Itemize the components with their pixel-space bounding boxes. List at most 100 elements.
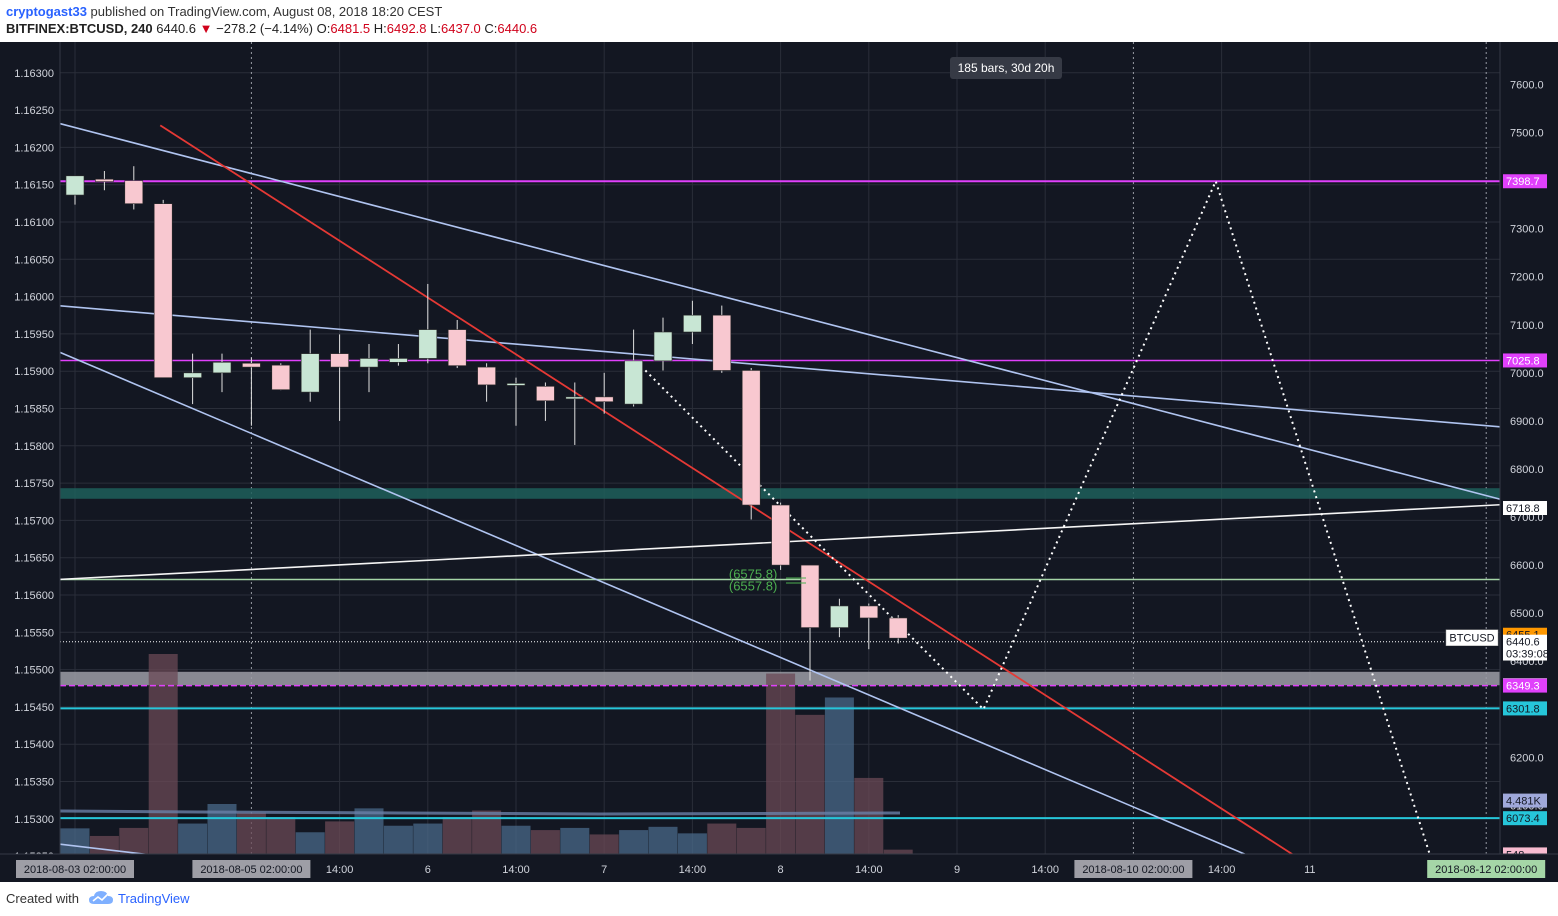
price-tag-label[interactable]: 6718.8 — [1506, 503, 1540, 515]
time-label[interactable]: 2018-08-12 02:00:00 — [1435, 864, 1537, 876]
volume-bar — [560, 827, 590, 854]
chart-header: cryptogast33 published on TradingView.co… — [0, 0, 1558, 42]
price-tag-label[interactable]: 7398.7 — [1506, 176, 1540, 188]
left-tick-label: 1.16300 — [14, 68, 54, 80]
volume-bar — [413, 823, 443, 854]
time-label-box[interactable] — [192, 860, 311, 878]
price-tag-label[interactable]: 6440.6 — [1506, 637, 1540, 649]
levels-layer — [60, 180, 1500, 820]
time-label: 14:00 — [502, 864, 530, 876]
time-axis[interactable]: 2018-08-03 02:00:00 2018-08-05 02:00:00 14… — [0, 853, 1558, 882]
volume-ma-line — [60, 809, 901, 816]
tradingview-link[interactable]: TradingView — [118, 891, 190, 906]
bear-candle — [594, 396, 614, 402]
price-tag-box[interactable] — [1503, 811, 1547, 826]
time-label-box[interactable] — [1427, 860, 1546, 878]
bull-candle — [653, 331, 673, 362]
bear-candle — [712, 314, 732, 371]
price-annotation: (6575.8) — [729, 567, 777, 582]
time-label: 9 — [954, 864, 960, 876]
ohlc-line: BITFINEX:BTCUSD, 240 6440.6 ▼ −278.2 (−4… — [6, 21, 537, 36]
bear-candle — [95, 178, 114, 182]
price-annotation: (6557.8) — [729, 579, 777, 594]
price-tag-label[interactable]: 6301.8 — [1506, 703, 1540, 715]
time-label-box[interactable] — [16, 860, 134, 878]
candlestick-chart[interactable]: (6575.8)(6557.8) 1.163001.162501.162001.… — [0, 42, 1558, 882]
time-label[interactable]: 2018-08-10 02:00:00 — [1082, 864, 1184, 876]
left-tick-label: 1.15550 — [14, 627, 54, 639]
bear-candle — [859, 605, 879, 619]
price-tag-box[interactable] — [1503, 793, 1547, 808]
price-tag-label[interactable]: 6349.3 — [1506, 681, 1540, 693]
channel-trendline[interactable] — [57, 351, 1271, 865]
right-tick-label: 7100.0 — [1510, 320, 1544, 332]
right-tick-label: 7600.0 — [1510, 80, 1544, 92]
volume-bar — [854, 777, 884, 854]
time-label: 14:00 — [1208, 864, 1236, 876]
time-label-box[interactable] — [1074, 860, 1193, 878]
volume-bar — [472, 810, 502, 854]
close-value: 6440.6 — [497, 21, 538, 36]
symbol-tag-box[interactable] — [1445, 629, 1499, 646]
high-value: 6492.8 — [386, 21, 427, 36]
publish-line: cryptogast33 published on TradingView.co… — [6, 4, 442, 19]
author-link[interactable]: cryptogast33 — [6, 4, 87, 19]
left-tick-label: 1.15500 — [14, 665, 54, 677]
right-tick-label: 6600.0 — [1510, 560, 1544, 572]
trendlines-layer[interactable] — [57, 122, 1503, 866]
volume-bar — [824, 697, 854, 854]
volume-bar — [795, 714, 825, 854]
bull-candle — [506, 383, 526, 386]
channel-trendline[interactable] — [57, 304, 1503, 428]
volume-bar — [883, 849, 913, 854]
right-tick-label: 7300.0 — [1510, 224, 1544, 236]
bull-candle — [300, 353, 320, 393]
symbol-tag-label[interactable]: BTCUSD — [1449, 633, 1494, 645]
left-tick-label: 1.15950 — [14, 329, 54, 341]
chart-footer: Created with TradingView — [0, 882, 1558, 916]
price-tag-label[interactable]: 4.481K — [1506, 796, 1542, 808]
annotations-layer: (6575.8)(6557.8) — [729, 567, 806, 594]
teal-zone — [60, 488, 1500, 499]
left-tick-label: 1.15350 — [14, 777, 54, 789]
published-text: published on TradingView.com, August 08,… — [90, 4, 443, 19]
red-trendline[interactable] — [159, 124, 1310, 865]
channel-trendline[interactable] — [57, 122, 1503, 501]
bull-candle — [389, 358, 408, 363]
last-price: 6440.6 — [156, 21, 197, 36]
price-tag-box[interactable] — [1503, 678, 1547, 693]
time-label: 7 — [601, 864, 607, 876]
price-tag-label[interactable]: 6073.4 — [1506, 813, 1540, 825]
price-change: −278.2 (−4.14%) — [216, 21, 314, 36]
left-tick-label: 1.15650 — [14, 553, 54, 565]
right-tick-label: 7000.0 — [1510, 368, 1544, 380]
bear-candle — [888, 617, 908, 639]
price-tag-box[interactable] — [1503, 174, 1547, 189]
volume-bar — [501, 825, 531, 854]
bear-candle — [800, 564, 820, 628]
left-tick-label: 1.16100 — [14, 217, 54, 229]
left-tick-label: 1.15400 — [14, 739, 54, 751]
price-tag-label[interactable]: 7025.8 — [1506, 355, 1540, 367]
bear-candle — [741, 370, 761, 506]
left-axis: 1.16300 1.16250 1.16200 1.16150 1.16100 1.160… — [0, 42, 61, 882]
open-label: O: — [316, 21, 331, 36]
right-axis[interactable]: 7600.07500.07400.07300.07200.07100.07000… — [1445, 42, 1558, 882]
price-tag-box[interactable] — [1503, 353, 1547, 368]
price-tag-box[interactable] — [1503, 501, 1547, 516]
volume-bar — [619, 830, 649, 854]
volume-bar — [266, 817, 296, 854]
time-label[interactable]: 2018-08-05 02:00:00 — [200, 864, 302, 876]
price-tag-label[interactable]: 03:39:08 — [1506, 649, 1549, 661]
candles-layer — [65, 166, 908, 681]
price-tag-box[interactable] — [1503, 646, 1547, 661]
channel-trendline[interactable] — [57, 843, 239, 866]
bear-candle — [242, 362, 261, 368]
bull-candle — [183, 372, 202, 378]
right-tick-label: 6900.0 — [1510, 416, 1544, 428]
time-label[interactable]: 2018-08-03 02:00:00 — [24, 864, 126, 876]
price-tag-box[interactable] — [1503, 634, 1547, 649]
bull-candle — [212, 361, 232, 374]
price-tag-box[interactable] — [1503, 701, 1547, 716]
right-tick-label: 7500.0 — [1510, 128, 1544, 140]
